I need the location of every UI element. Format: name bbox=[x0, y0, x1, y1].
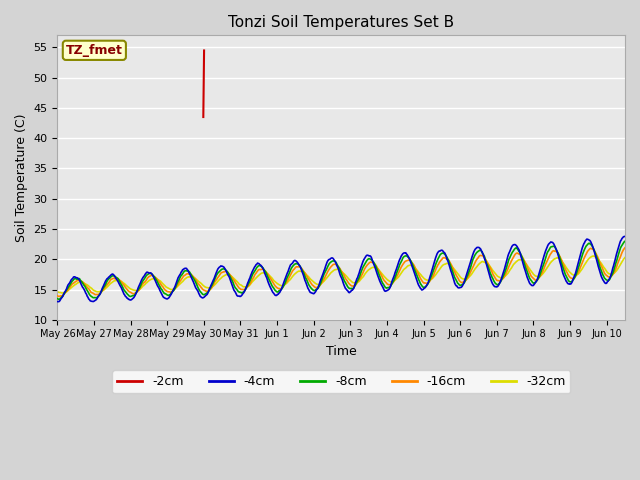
Text: TZ_fmet: TZ_fmet bbox=[66, 44, 123, 57]
Title: Tonzi Soil Temperatures Set B: Tonzi Soil Temperatures Set B bbox=[228, 15, 454, 30]
X-axis label: Time: Time bbox=[326, 345, 356, 358]
Legend: -2cm, -4cm, -8cm, -16cm, -32cm: -2cm, -4cm, -8cm, -16cm, -32cm bbox=[112, 370, 570, 393]
Y-axis label: Soil Temperature (C): Soil Temperature (C) bbox=[15, 113, 28, 242]
